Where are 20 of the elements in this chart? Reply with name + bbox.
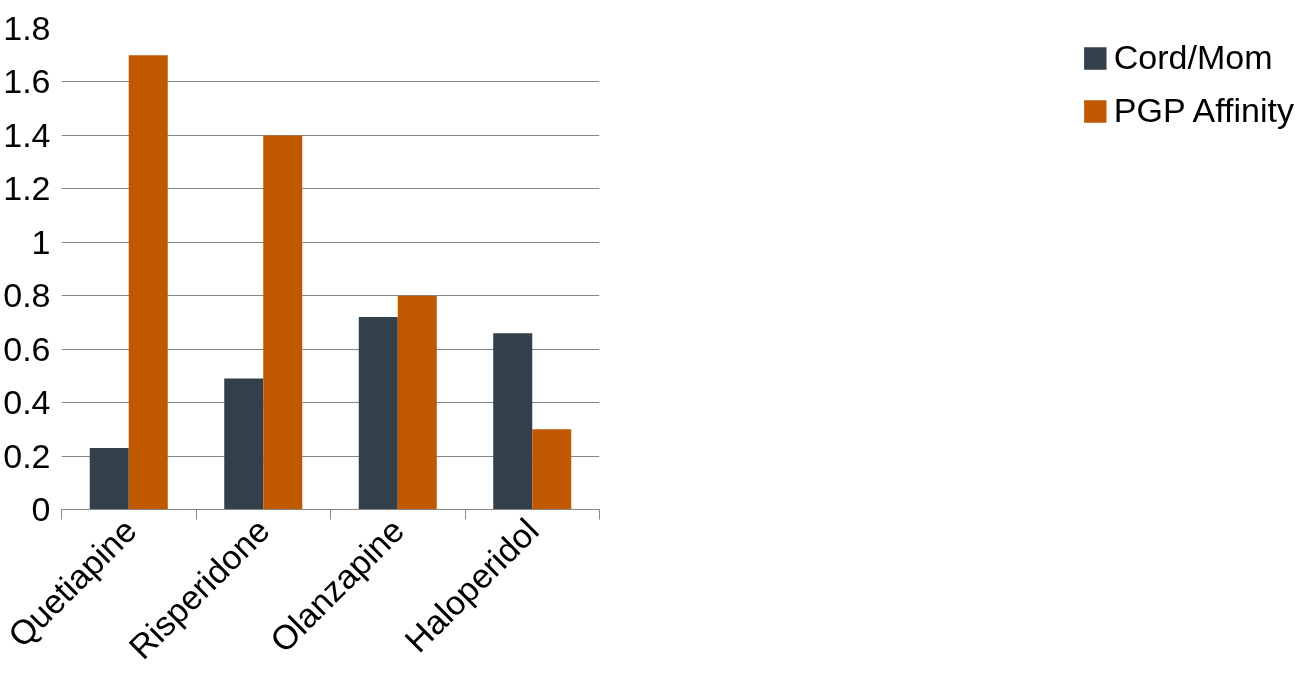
legend-label: PGP Affinity	[1113, 91, 1294, 130]
bar	[263, 135, 303, 510]
bar	[358, 317, 398, 510]
y-tick-label: 1.6	[3, 62, 51, 101]
y-tick-label: 0.8	[3, 276, 51, 315]
y-tick-label: 0.6	[3, 329, 51, 368]
bar	[493, 333, 533, 510]
y-tick-label: 1.2	[3, 169, 51, 208]
y-tick-label: 0	[31, 490, 51, 528]
y-tick-label: 1.8	[3, 9, 51, 47]
bar	[89, 448, 129, 510]
y-tick-label: 0.4	[3, 383, 51, 422]
y-tick-label: 0.2	[3, 436, 51, 475]
bar	[128, 55, 168, 510]
y-tick-label: 1.4	[3, 115, 51, 154]
bar	[397, 295, 437, 510]
y-tick-label: 1	[31, 222, 51, 261]
bar	[532, 429, 572, 510]
bar	[224, 378, 264, 510]
legend-label: Cord/Mom	[1113, 38, 1273, 77]
